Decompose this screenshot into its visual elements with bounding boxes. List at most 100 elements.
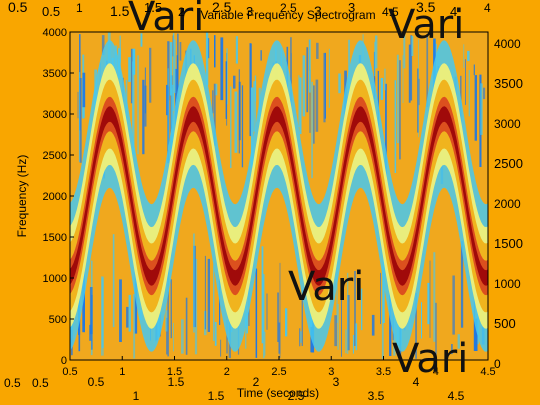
- noise-streak: [194, 258, 198, 355]
- noise-streak: [277, 292, 279, 342]
- noise-streak: [308, 39, 311, 93]
- x-axis-ticks: 0.5 1 1.5 2 2.5 3 3.5 4 4.5: [62, 356, 496, 378]
- noise-streak: [250, 87, 254, 168]
- stray-tick-labels: 0.5 0.5 1 1.5 1.5 2 2.5 3 2.5 3 3 4.5 3.5 4 40.511.51.…: [4, 0, 523, 403]
- stray-tick-label: 2000: [494, 197, 521, 211]
- noise-streak: [230, 86, 232, 168]
- noise-streak: [435, 302, 437, 357]
- noise-streak: [381, 266, 384, 359]
- noise-streak: [451, 344, 453, 355]
- noise-streak: [301, 289, 303, 346]
- stray-tick-label: 4: [413, 375, 420, 389]
- noise-streak: [173, 322, 174, 352]
- stray-tick-label: 4000: [494, 37, 521, 51]
- noise-streak: [427, 282, 430, 325]
- noise-streak: [101, 35, 105, 55]
- noise-streak: [234, 91, 238, 153]
- noise-streak: [408, 44, 411, 103]
- noise-streak: [380, 272, 381, 324]
- noise-streak: [394, 80, 397, 173]
- noise-streak: [465, 59, 466, 105]
- noise-streak: [212, 90, 214, 114]
- y-tick-label: 2500: [43, 150, 67, 162]
- noise-streak: [338, 73, 341, 94]
- noise-streak: [279, 262, 281, 358]
- noise-streak: [204, 255, 206, 330]
- noise-streak: [166, 84, 169, 116]
- y-tick-label: 0: [61, 355, 67, 367]
- noise-streak: [119, 279, 122, 342]
- x-tick-label: 3.5: [376, 366, 391, 378]
- noise-streak: [402, 55, 404, 103]
- y-axis-label: Frequency (Hz): [15, 155, 29, 238]
- noise-streak: [128, 57, 131, 82]
- noise-streak: [215, 83, 218, 96]
- noise-streak: [166, 317, 168, 355]
- noise-streak: [299, 331, 302, 343]
- noise-streak: [250, 43, 252, 89]
- noise-streak: [82, 276, 85, 326]
- noise-streak: [302, 55, 306, 117]
- y-tick-label: 4000: [43, 27, 67, 39]
- noise-streak: [403, 32, 406, 69]
- noise-streak: [426, 34, 429, 108]
- noise-streak: [421, 302, 422, 339]
- noise-streak: [260, 50, 262, 61]
- noise-streak: [380, 78, 384, 100]
- noise-streak: [385, 83, 387, 177]
- stray-tick-label: 1.5: [168, 375, 185, 389]
- stray-tick-label: 3500: [494, 76, 523, 91]
- stray-tick-label: 1000: [494, 277, 521, 291]
- x-tick-label: 4: [433, 366, 439, 378]
- noise-streak: [417, 68, 419, 133]
- x-axis-label: Time (seconds): [237, 386, 319, 400]
- noise-streak: [181, 319, 184, 354]
- noise-streak: [207, 258, 210, 332]
- noise-streak: [316, 42, 319, 59]
- stray-tick-label: 1500: [494, 236, 523, 251]
- stray-tick-label: 1.5: [144, 0, 162, 15]
- noise-streak: [328, 48, 330, 108]
- noise-streak: [315, 79, 319, 132]
- noise-streak: [126, 306, 129, 328]
- noise-streak: [375, 35, 378, 69]
- x-tick-label: 1: [119, 366, 125, 378]
- noise-streak: [235, 36, 238, 64]
- stray-tick-label: 2: [178, 5, 185, 19]
- y-tick-label: 3500: [43, 68, 67, 80]
- stray-tick-label: 0.5: [88, 375, 105, 389]
- y-tick-label: 500: [49, 314, 67, 326]
- noise-streak: [299, 328, 301, 347]
- noise-streak: [78, 305, 81, 352]
- stray-tick-label: 0.5: [4, 376, 21, 390]
- noise-streak: [171, 84, 174, 141]
- noise-streak: [468, 70, 470, 117]
- noise-streak: [89, 324, 92, 341]
- noise-streak: [460, 241, 464, 328]
- noise-streak: [233, 75, 236, 89]
- y-tick-label: 1000: [43, 273, 67, 285]
- stray-tick-label: 3000: [494, 117, 521, 131]
- noise-streak: [480, 83, 483, 135]
- noise-streak: [173, 33, 175, 111]
- y-tick-label: 1500: [43, 232, 67, 244]
- stray-tick-label: 3: [314, 3, 322, 19]
- y-tick-label: 2000: [43, 191, 67, 203]
- noise-streak: [341, 290, 342, 357]
- noise-streak: [177, 33, 179, 100]
- noise-streak: [238, 81, 241, 141]
- noise-streak: [399, 60, 401, 160]
- noise-streak: [226, 48, 228, 105]
- noise-streak: [91, 294, 93, 350]
- noise-streak: [371, 314, 375, 336]
- noise-streak: [167, 68, 169, 150]
- y-axis-ticks: 0 500 1000 1500 2000 2500 3000 3500 4000: [43, 27, 74, 367]
- noise-streak: [193, 233, 195, 333]
- noise-streak: [411, 36, 414, 56]
- stray-tick-label: 3: [348, 0, 355, 15]
- noise-streak: [382, 254, 385, 323]
- noise-streak: [433, 252, 436, 342]
- noise-streak: [144, 67, 146, 114]
- stray-tick-label: 3.5: [416, 0, 436, 15]
- stray-tick-label: 500: [494, 316, 516, 331]
